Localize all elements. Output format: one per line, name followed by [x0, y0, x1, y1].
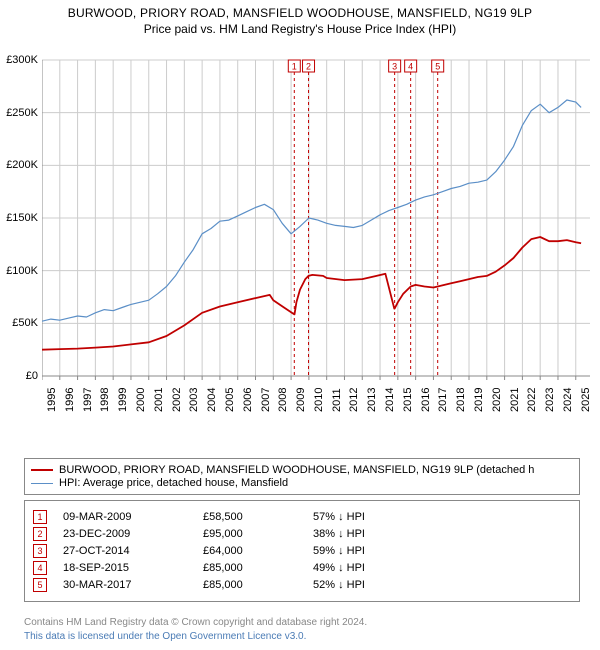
event-date: 30-MAR-2017	[63, 579, 203, 591]
event-date: 18-SEP-2015	[63, 562, 203, 574]
y-tick-label: £200K	[6, 159, 38, 171]
title-line-1: BURWOOD, PRIORY ROAD, MANSFIELD WOODHOUS…	[0, 6, 600, 20]
event-marker-box: 4	[33, 561, 47, 575]
event-diff: 52% ↓ HPI	[313, 579, 433, 591]
event-marker-box: 1	[33, 510, 47, 524]
legend-entry: BURWOOD, PRIORY ROAD, MANSFIELD WOODHOUS…	[31, 464, 573, 476]
y-tick-label: £250K	[6, 107, 38, 119]
event-price: £85,000	[203, 579, 313, 591]
event-price: £64,000	[203, 545, 313, 557]
event-diff: 59% ↓ HPI	[313, 545, 433, 557]
legend-swatch	[31, 469, 53, 471]
event-marker-box: 5	[33, 578, 47, 592]
event-marker-box: 2	[33, 527, 47, 541]
event-row: 4 18-SEP-2015£85,00049% ↓ HPI	[33, 561, 571, 575]
legend-entry: HPI: Average price, detached house, Mans…	[31, 477, 573, 489]
event-price: £95,000	[203, 528, 313, 540]
y-tick-label: £50K	[12, 317, 38, 329]
y-tick-label: £150K	[6, 212, 38, 224]
title-line-2: Price paid vs. HM Land Registry's House …	[0, 22, 600, 36]
event-diff: 49% ↓ HPI	[313, 562, 433, 574]
event-row: 5 30-MAR-2017£85,00052% ↓ HPI	[33, 578, 571, 592]
footer-licence: This data is licensed under the Open Gov…	[24, 630, 367, 644]
events-table: 1 09-MAR-2009£58,50057% ↓ HPI 2 23-DEC-2009…	[24, 500, 580, 602]
svg-text:2: 2	[306, 62, 311, 72]
legend-box: BURWOOD, PRIORY ROAD, MANSFIELD WOODHOUS…	[24, 458, 580, 495]
event-date: 23-DEC-2009	[63, 528, 203, 540]
event-date: 27-OCT-2014	[63, 545, 203, 557]
footer-copyright: Contains HM Land Registry data © Crown c…	[24, 616, 367, 630]
legend-swatch	[31, 483, 53, 484]
svg-text:4: 4	[408, 62, 413, 72]
event-marker-box: 3	[33, 544, 47, 558]
y-tick-label: £100K	[6, 265, 38, 277]
legend-label: HPI: Average price, detached house, Mans…	[59, 477, 288, 489]
svg-text:3: 3	[392, 62, 397, 72]
event-row: 1 09-MAR-2009£58,50057% ↓ HPI	[33, 510, 571, 524]
title-block: BURWOOD, PRIORY ROAD, MANSFIELD WOODHOUS…	[0, 0, 600, 36]
event-diff: 38% ↓ HPI	[313, 528, 433, 540]
event-row: 3 27-OCT-2014£64,00059% ↓ HPI	[33, 544, 571, 558]
event-price: £58,500	[203, 511, 313, 523]
footer: Contains HM Land Registry data © Crown c…	[24, 616, 367, 643]
event-row: 2 23-DEC-2009£95,00038% ↓ HPI	[33, 527, 571, 541]
chart-svg: 12 3 4 5	[42, 46, 590, 408]
event-date: 09-MAR-2009	[63, 511, 203, 523]
y-tick-label: £300K	[6, 54, 38, 66]
event-price: £85,000	[203, 562, 313, 574]
event-diff: 57% ↓ HPI	[313, 511, 433, 523]
chart-plot-area: 12 3 4 5	[42, 46, 590, 408]
legend-label: BURWOOD, PRIORY ROAD, MANSFIELD WOODHOUS…	[59, 464, 534, 476]
y-tick-label: £0	[26, 370, 38, 382]
svg-text:1: 1	[292, 62, 297, 72]
svg-text:5: 5	[435, 62, 440, 72]
chart-container: BURWOOD, PRIORY ROAD, MANSFIELD WOODHOUS…	[0, 0, 600, 650]
